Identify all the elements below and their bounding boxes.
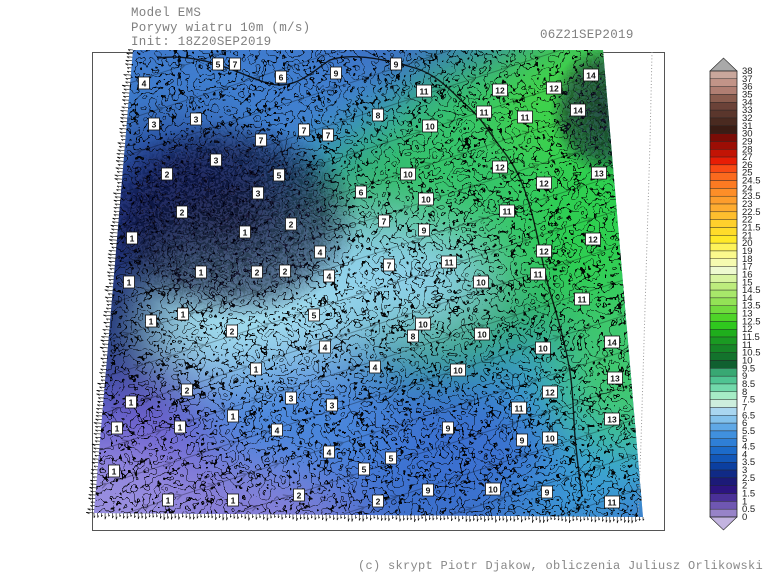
svg-text:11: 11 — [534, 270, 543, 280]
svg-text:4: 4 — [318, 248, 323, 258]
svg-text:10: 10 — [403, 170, 413, 180]
svg-text:1: 1 — [149, 317, 154, 327]
svg-text:11: 11 — [578, 295, 587, 305]
svg-text:4: 4 — [275, 426, 280, 436]
svg-text:10: 10 — [418, 320, 428, 330]
svg-text:3: 3 — [330, 401, 335, 411]
svg-text:11: 11 — [445, 258, 454, 268]
svg-text:7: 7 — [326, 131, 331, 141]
svg-text:4: 4 — [327, 272, 332, 282]
svg-text:12: 12 — [495, 163, 505, 173]
svg-text:10: 10 — [545, 434, 555, 444]
svg-text:3: 3 — [152, 120, 157, 130]
svg-text:6: 6 — [279, 73, 284, 83]
svg-text:12: 12 — [588, 235, 598, 245]
svg-text:5: 5 — [216, 60, 221, 70]
svg-text:7: 7 — [259, 136, 264, 146]
svg-text:10: 10 — [538, 344, 548, 354]
svg-text:13: 13 — [607, 415, 617, 425]
svg-text:10: 10 — [476, 278, 486, 288]
svg-text:5: 5 — [277, 171, 282, 181]
svg-text:9: 9 — [334, 69, 339, 79]
svg-text:3: 3 — [289, 394, 294, 404]
svg-text:0: 0 — [742, 512, 747, 523]
svg-text:12: 12 — [495, 86, 505, 96]
svg-text:1: 1 — [112, 467, 117, 477]
svg-text:12: 12 — [539, 247, 549, 257]
svg-text:4: 4 — [323, 343, 328, 353]
svg-text:5: 5 — [389, 454, 394, 464]
svg-text:7: 7 — [233, 60, 238, 70]
svg-text:12: 12 — [549, 84, 559, 94]
svg-text:2: 2 — [230, 327, 235, 337]
svg-text:2: 2 — [185, 386, 190, 396]
svg-text:1: 1 — [129, 398, 134, 408]
svg-text:2: 2 — [376, 497, 381, 507]
svg-text:7: 7 — [387, 261, 392, 271]
svg-text:13: 13 — [594, 169, 604, 179]
svg-text:2: 2 — [289, 220, 294, 230]
svg-text:14: 14 — [586, 71, 596, 81]
svg-text:10: 10 — [488, 485, 498, 495]
svg-text:1: 1 — [166, 496, 171, 506]
svg-text:11: 11 — [515, 404, 524, 414]
svg-text:11: 11 — [420, 87, 429, 97]
svg-text:1: 1 — [231, 412, 236, 422]
svg-text:1: 1 — [254, 365, 259, 375]
svg-text:4: 4 — [327, 448, 332, 458]
svg-text:3: 3 — [256, 189, 261, 199]
svg-text:9: 9 — [545, 488, 550, 498]
svg-text:11: 11 — [608, 498, 617, 508]
svg-text:8: 8 — [376, 111, 381, 121]
svg-text:13: 13 — [610, 374, 620, 384]
svg-text:14: 14 — [573, 106, 583, 116]
svg-text:2: 2 — [180, 208, 185, 218]
svg-text:9: 9 — [426, 486, 431, 496]
svg-text:3: 3 — [194, 115, 199, 125]
svg-text:12: 12 — [545, 388, 555, 398]
svg-text:1: 1 — [130, 234, 135, 244]
svg-text:2: 2 — [165, 170, 170, 180]
svg-text:10: 10 — [421, 195, 431, 205]
svg-text:11: 11 — [521, 113, 530, 123]
svg-text:9: 9 — [394, 60, 399, 70]
svg-text:7: 7 — [382, 217, 387, 227]
svg-text:1: 1 — [243, 228, 248, 238]
svg-text:8: 8 — [411, 332, 416, 342]
svg-text:4: 4 — [142, 79, 147, 89]
svg-text:6: 6 — [359, 188, 364, 198]
svg-text:10: 10 — [477, 330, 487, 340]
svg-text:1: 1 — [127, 278, 132, 288]
svg-text:1: 1 — [178, 423, 183, 433]
svg-text:11: 11 — [480, 108, 489, 118]
svg-text:4: 4 — [373, 363, 378, 373]
svg-text:10: 10 — [425, 122, 435, 132]
svg-text:9: 9 — [520, 436, 525, 446]
svg-text:2: 2 — [283, 267, 288, 277]
svg-text:1: 1 — [231, 496, 236, 506]
svg-text:9: 9 — [446, 424, 451, 434]
svg-text:5: 5 — [312, 311, 317, 321]
svg-text:1: 1 — [181, 310, 186, 320]
svg-text:1: 1 — [199, 268, 204, 278]
svg-text:5: 5 — [362, 465, 367, 475]
svg-text:11: 11 — [503, 207, 512, 217]
svg-text:2: 2 — [255, 268, 260, 278]
svg-text:12: 12 — [539, 179, 549, 189]
svg-text:14: 14 — [607, 338, 617, 348]
svg-text:9: 9 — [422, 226, 427, 236]
svg-text:3: 3 — [214, 156, 219, 166]
svg-text:7: 7 — [302, 126, 307, 136]
svg-text:10: 10 — [453, 366, 463, 376]
svg-text:1: 1 — [115, 424, 120, 434]
svg-text:2: 2 — [297, 491, 302, 501]
